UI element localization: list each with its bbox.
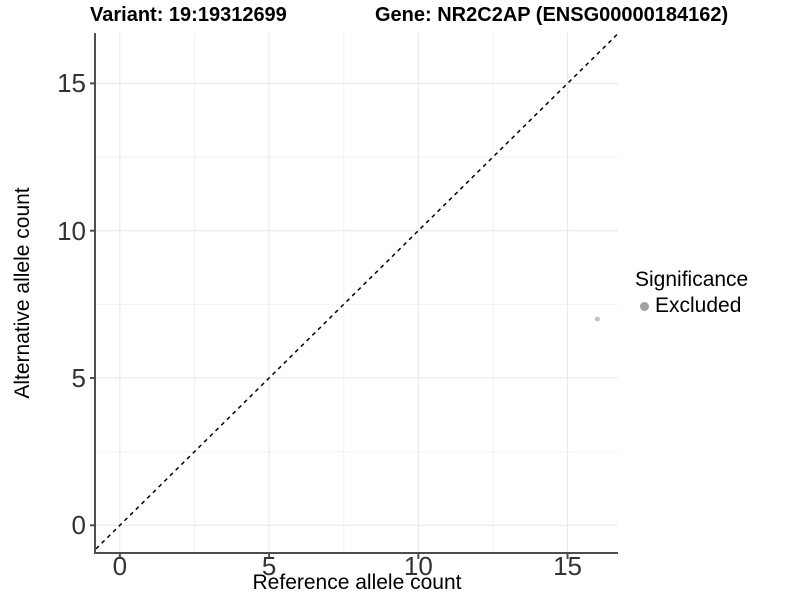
legend-title: Significance [635, 268, 749, 291]
x-tick-label: 10 [403, 551, 433, 581]
identity-reference-line [95, 33, 619, 550]
data-point [594, 316, 600, 322]
y-tick-label: 15 [57, 68, 86, 99]
y-tick-label: 0 [71, 510, 86, 541]
legend: Significance Excluded [635, 268, 748, 318]
x-tick-label: 5 [261, 551, 277, 581]
legend-item-label: Excluded [655, 294, 742, 317]
x-tick-label: 15 [553, 551, 582, 581]
plot-title-variant: Variant: 19:19312699 [90, 4, 287, 26]
x-axis-title: Reference allele count [252, 571, 462, 594]
legend-item-excluded: Excluded [635, 294, 748, 318]
y-tick-label: 5 [71, 362, 86, 393]
legend-point-icon [640, 301, 649, 311]
plot-title-gene: Gene: NR2C2AP (ENSG00000184162) [375, 4, 729, 26]
x-tick-label: 0 [112, 551, 128, 581]
y-axis-title: Alternative allele count [11, 187, 34, 399]
y-tick-label: 10 [57, 215, 86, 246]
plot-panel [90, 33, 619, 559]
